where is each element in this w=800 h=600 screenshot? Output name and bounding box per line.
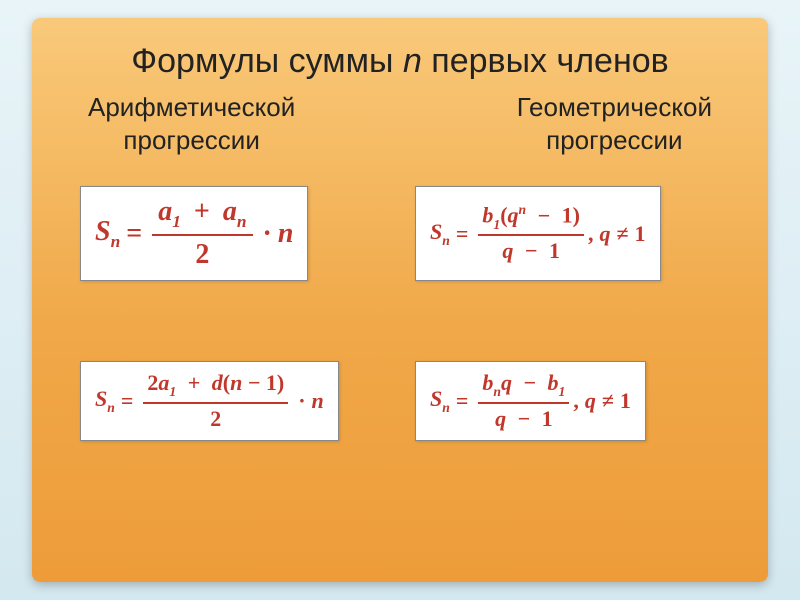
g2-num-bn: b [482,370,493,395]
subtitle-arithmetic: Арифметической прогрессии [88,91,295,156]
g2-lhs: S [430,386,442,411]
g2-cond-q: q [585,388,596,413]
a1-num-a: a [158,196,172,227]
formula-grid: Sn = a1 + an 2 · n [60,186,740,441]
formula-geom-2: Sn = bnq − b1 q − 1 [415,361,646,441]
formula-arith-1-math: Sn = a1 + an 2 · n [95,195,293,272]
a1-num-a-sub: 1 [172,212,181,231]
cell-geom-2: Sn = bnq − b1 q − 1 [415,361,730,441]
g2-lhs-sub: n [442,400,450,415]
g2-den-1: 1 [542,406,553,431]
g2-cond-1: 1 [620,388,631,414]
formula-geom-2-math: Sn = bnq − b1 q − 1 [430,370,631,432]
title-italic-n: n [403,42,422,80]
a1-den: 2 [189,238,215,272]
a1-lhs-sub: n [111,232,121,251]
g2-num-b1: b [548,370,559,395]
sub-left-line2: прогрессии [88,124,295,157]
subtitle-row: Арифметической прогрессии Геометрической… [60,91,740,156]
a1-num-b-sub: n [237,212,247,231]
a1-tail: n [278,218,294,250]
formula-arith-2: Sn = 2a1 + d(n − 1) 2 · n [80,361,339,441]
g2-num-q: q [501,370,512,395]
g1-num-1: 1 [562,203,573,228]
a2-lhs: S [95,386,107,411]
g2-den-q: q [495,406,506,431]
sub-right-line1: Геометрической [517,91,712,124]
a2-tail: n [312,388,324,414]
a2-num-d: d [212,370,223,395]
formula-arith-1: Sn = a1 + an 2 · n [80,186,308,281]
formula-geom-1: Sn = b1(qn − 1) q − 1 [415,186,661,281]
g1-den-1: 1 [549,238,560,263]
g1-lhs-sub: n [442,233,450,248]
cell-geom-1: Sn = b1(qn − 1) q − 1 [415,186,730,281]
sub-right-line2: прогрессии [517,124,712,157]
sub-left-line1: Арифметической [88,91,295,124]
a2-num-2a-sub: 1 [169,384,176,399]
g1-den-q: q [502,238,513,263]
g1-num-b-sub: 1 [493,217,500,232]
g1-num-q-sup: n [519,202,527,217]
title-post: первых членов [422,42,669,80]
a2-den: 2 [206,406,225,432]
g1-num-q: q [508,203,519,228]
slide-card: Формулы суммы n первых членов Арифметиче… [32,18,768,582]
g1-cond-q: q [599,221,610,246]
title-pre: Формулы суммы [131,42,403,80]
g1-num-b: b [482,203,493,228]
g2-num-b1-sub: 1 [559,384,566,399]
g2-num-bn-sub: n [493,384,501,399]
a1-num-b: a [223,196,237,227]
g1-cond-1: 1 [635,221,646,247]
slide-title: Формулы суммы n первых членов [60,42,740,81]
cell-arith-1: Sn = a1 + an 2 · n [70,186,385,281]
g1-lhs: S [430,219,442,244]
formula-geom-1-math: Sn = b1(qn − 1) q − 1 [430,202,646,264]
cell-arith-2: Sn = 2a1 + d(n − 1) 2 · n [70,361,385,441]
formula-arith-2-math: Sn = 2a1 + d(n − 1) 2 · n [95,370,324,432]
subtitle-geometric: Геометрической прогрессии [517,91,712,156]
a2-lhs-sub: n [107,400,115,415]
a1-lhs: S [95,216,111,247]
